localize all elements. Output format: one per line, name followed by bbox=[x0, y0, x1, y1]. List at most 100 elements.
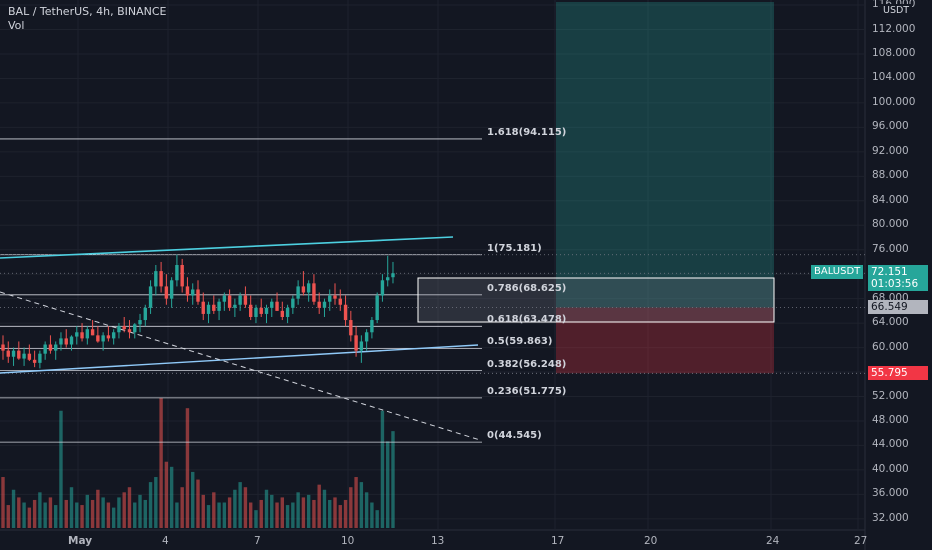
volume-bar bbox=[143, 499, 147, 528]
time-tick: 27 bbox=[854, 535, 868, 547]
candle-body bbox=[38, 353, 42, 363]
candle-body bbox=[391, 273, 395, 278]
volume-bar bbox=[106, 502, 111, 528]
candle-body bbox=[291, 298, 295, 308]
candle-body bbox=[364, 332, 369, 342]
volume-bar bbox=[354, 477, 358, 528]
candle-body bbox=[333, 295, 337, 299]
candle-body bbox=[212, 304, 216, 311]
position-stop-zone bbox=[556, 307, 774, 374]
volume-bar bbox=[133, 502, 137, 528]
candle-body bbox=[248, 304, 253, 317]
candle-body bbox=[275, 301, 279, 311]
candle-body bbox=[201, 301, 205, 314]
candle-body bbox=[222, 295, 227, 302]
candle-body bbox=[111, 332, 116, 339]
volume-bar bbox=[275, 502, 279, 528]
volume-bar bbox=[296, 492, 300, 528]
candle-body bbox=[90, 329, 95, 336]
volume-bar bbox=[370, 502, 374, 528]
volume-bar bbox=[306, 494, 311, 528]
candle-body bbox=[148, 286, 153, 308]
candle-body bbox=[280, 310, 285, 317]
volume-bar bbox=[59, 410, 63, 528]
fib-level-label: 0(44.545) bbox=[487, 430, 542, 442]
upper-trend-line bbox=[0, 236, 454, 259]
candle-body bbox=[370, 320, 374, 333]
price-tick: 92.000 bbox=[872, 144, 909, 157]
candle-body bbox=[69, 336, 74, 345]
last-price-tag: 72.151 bbox=[868, 265, 928, 279]
volume-bar bbox=[64, 499, 68, 528]
candle-body bbox=[43, 344, 47, 354]
volume-bar bbox=[301, 497, 306, 528]
time-tick: 4 bbox=[162, 535, 169, 547]
candle-body bbox=[338, 298, 342, 305]
volume-bar bbox=[317, 484, 321, 528]
volume-bar bbox=[1, 477, 5, 528]
candle-body bbox=[6, 350, 10, 357]
volume-bar bbox=[196, 479, 200, 528]
candle-body bbox=[243, 295, 248, 305]
volume-bar bbox=[17, 497, 21, 528]
volume-bar bbox=[154, 477, 158, 528]
volume-bar bbox=[212, 492, 216, 528]
volume-indicator-label[interactable]: Vol bbox=[8, 19, 25, 32]
stop-price-tag: 55.795 bbox=[868, 366, 928, 380]
candle-body bbox=[375, 295, 379, 321]
volume-bar bbox=[206, 505, 211, 528]
volume-bar bbox=[90, 499, 95, 528]
volume-bar bbox=[48, 497, 53, 528]
volume-bar bbox=[180, 487, 184, 528]
candle-body bbox=[264, 307, 269, 314]
time-tick: 17 bbox=[551, 535, 565, 547]
volume-bar bbox=[148, 482, 153, 528]
volume-bar bbox=[238, 482, 242, 528]
candle-body bbox=[306, 283, 311, 293]
price-tick: 80.000 bbox=[872, 218, 909, 231]
volume-bar bbox=[38, 492, 42, 528]
volume-bar bbox=[69, 487, 74, 528]
candle-body bbox=[133, 324, 137, 333]
volume-bar bbox=[80, 505, 84, 528]
candle-body bbox=[354, 335, 358, 351]
candle-body bbox=[11, 350, 16, 357]
volume-bar bbox=[280, 497, 285, 528]
volume-bar bbox=[375, 510, 379, 528]
volume-bar bbox=[111, 507, 116, 528]
volume-bar bbox=[101, 497, 105, 528]
candle-body bbox=[138, 320, 142, 325]
candle-body bbox=[359, 341, 364, 351]
volume-bar bbox=[127, 487, 132, 528]
volume-bar bbox=[328, 499, 332, 528]
lower-trend-line bbox=[0, 344, 479, 374]
candle-body bbox=[59, 338, 63, 345]
price-tick: 60.000 bbox=[872, 340, 909, 353]
fib-level-label: 1(75.181) bbox=[487, 242, 542, 254]
entry-price-tag: 66.549 bbox=[868, 300, 928, 314]
candle-body bbox=[343, 304, 348, 321]
price-tick: 88.000 bbox=[872, 169, 909, 182]
candle-body bbox=[1, 344, 5, 351]
price-tick: 52.000 bbox=[872, 389, 909, 402]
price-tick: 40.000 bbox=[872, 462, 909, 475]
time-tick: 7 bbox=[254, 535, 261, 547]
volume-bar bbox=[85, 494, 90, 528]
candle-body bbox=[106, 335, 111, 339]
candle-body bbox=[227, 295, 232, 308]
candle-body bbox=[54, 344, 58, 351]
candle-body bbox=[259, 307, 263, 314]
candle-body bbox=[75, 332, 79, 337]
volume-bar bbox=[364, 492, 369, 528]
fib-level-label: 0.5(59.863) bbox=[487, 336, 553, 348]
volume-bar bbox=[285, 505, 290, 528]
candle-body bbox=[285, 307, 290, 317]
candle-body bbox=[85, 329, 90, 339]
candle-body bbox=[17, 350, 21, 359]
candle-body bbox=[328, 295, 332, 302]
volume-bar bbox=[185, 408, 190, 528]
currency-label: USDT bbox=[880, 4, 913, 18]
candle-body bbox=[349, 320, 353, 336]
volume-bar bbox=[75, 502, 79, 528]
